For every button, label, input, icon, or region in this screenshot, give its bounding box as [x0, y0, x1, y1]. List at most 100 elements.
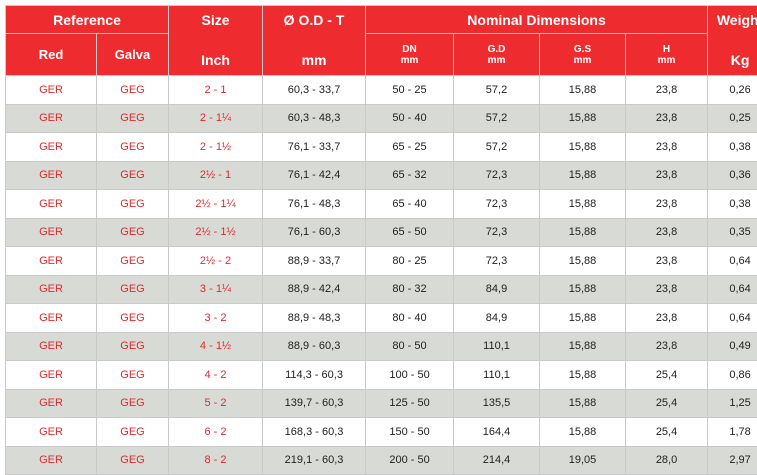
- size-inch-cell: 2½ - 1: [168, 160, 264, 190]
- h-cell: 23,8: [625, 160, 709, 190]
- header-gd: G.D mm: [453, 33, 541, 76]
- size-inch-cell: 2 - 1½: [168, 132, 264, 162]
- weight-cell: 0,64: [707, 303, 757, 333]
- ref-galva-cell: GEG: [95, 274, 170, 304]
- weight-cell: 0,26: [707, 75, 757, 105]
- gs-cell: 15,88: [539, 388, 627, 418]
- header-size: Size Inch: [168, 5, 264, 76]
- header-galva: Galva: [95, 33, 170, 76]
- ref-galva-cell: GEG: [95, 360, 170, 390]
- h-cell: 23,8: [625, 274, 709, 304]
- h-cell: 23,8: [625, 132, 709, 162]
- table-row: GER GEG 2 - 1½ 76,1 - 33,7 65 - 25 57,2 15,88 2…: [5, 132, 757, 162]
- od-t-cell: 76,1 - 42,4: [262, 160, 367, 190]
- size-inch-cell: 3 - 2: [168, 303, 264, 333]
- ref-galva-cell: GEG: [95, 217, 170, 247]
- ref-galva-cell: GEG: [95, 189, 170, 219]
- header-gs-unit: mm: [573, 54, 592, 66]
- ref-galva-cell: GEG: [95, 103, 170, 133]
- ref-galva-cell: GEG: [95, 331, 170, 361]
- table-row: GER GEG 3 - 2 88,9 - 48,3 80 - 40 84,9 15,88 23…: [5, 303, 757, 333]
- gs-cell: 15,88: [539, 132, 627, 162]
- gd-cell: 72,3: [453, 246, 541, 276]
- ref-red-cell: GER: [5, 417, 97, 447]
- header-size-label: Size: [201, 12, 230, 28]
- size-inch-cell: 2½ - 1¼: [168, 189, 264, 219]
- dn-cell: 80 - 32: [365, 274, 455, 304]
- table-row: GER GEG 2½ - 1 76,1 - 42,4 65 - 32 72,3 15,88 2…: [5, 160, 757, 190]
- weight-cell: 0,36: [707, 160, 757, 190]
- header-h-unit: mm: [657, 54, 676, 66]
- table-row: GER GEG 3 - 1¼ 88,9 - 42,4 80 - 32 84,9 15,88 2…: [5, 274, 757, 304]
- weight-cell: 2,97: [707, 445, 757, 475]
- dn-cell: 100 - 50: [365, 360, 455, 390]
- size-inch-cell: 8 - 2: [168, 445, 264, 475]
- size-inch-cell: 4 - 1½: [168, 331, 264, 361]
- gd-cell: 135,5: [453, 388, 541, 418]
- gd-cell: 72,3: [453, 217, 541, 247]
- dn-cell: 65 - 50: [365, 217, 455, 247]
- gd-cell: 57,2: [453, 103, 541, 133]
- size-inch-cell: 2 - 1¼: [168, 103, 264, 133]
- header-od-t: Ø O.D - T mm: [262, 5, 367, 76]
- header-reference: Reference: [4, 5, 170, 34]
- weight-cell: 0,64: [707, 246, 757, 276]
- size-inch-cell: 3 - 1¼: [168, 274, 264, 304]
- weight-cell: 0,35: [707, 217, 757, 247]
- h-cell: 23,8: [625, 246, 709, 276]
- ref-red-cell: GER: [5, 103, 97, 133]
- gs-cell: 19,05: [539, 445, 627, 475]
- od-t-cell: 168,3 - 60,3: [262, 417, 367, 447]
- header-h: H mm: [625, 33, 709, 76]
- gs-cell: 15,88: [539, 303, 627, 333]
- table-header: Reference Size Inch Ø O.D - T mm Nominal…: [4, 5, 757, 76]
- weight-cell: 0,38: [707, 132, 757, 162]
- ref-galva-cell: GEG: [95, 160, 170, 190]
- header-red: Red: [5, 33, 97, 76]
- ref-red-cell: GER: [5, 388, 97, 418]
- dn-cell: 50 - 40: [365, 103, 455, 133]
- header-dn-label: DN: [402, 43, 417, 55]
- table-row: GER GEG 8 - 2 219,1 - 60,3 200 - 50 214,4 19,0…: [5, 445, 757, 475]
- gd-cell: 84,9: [453, 274, 541, 304]
- header-weight-label: Weight: [716, 12, 757, 28]
- header-weight: Weight Kg: [707, 5, 757, 76]
- dn-cell: 50 - 25: [365, 75, 455, 105]
- gs-cell: 15,88: [539, 160, 627, 190]
- od-t-cell: 219,1 - 60,3: [262, 445, 367, 475]
- gs-cell: 15,88: [539, 360, 627, 390]
- table-row: GER GEG 2½ - 2 88,9 - 33,7 80 - 25 72,3 15,88 2…: [5, 246, 757, 276]
- h-cell: 23,8: [625, 303, 709, 333]
- size-inch-cell: 2½ - 1½: [168, 217, 264, 247]
- weight-cell: 0,86: [707, 360, 757, 390]
- table-row: GER GEG 2 - 1 60,3 - 33,7 50 - 25 57,2 15,88 23…: [5, 75, 757, 105]
- gd-cell: 110,1: [453, 360, 541, 390]
- ref-red-cell: GER: [5, 360, 97, 390]
- weight-cell: 1,25: [707, 388, 757, 418]
- weight-cell: 1,78: [707, 417, 757, 447]
- gs-cell: 15,88: [539, 189, 627, 219]
- dn-cell: 65 - 32: [365, 160, 455, 190]
- h-cell: 25,4: [625, 360, 709, 390]
- od-t-cell: 88,9 - 60,3: [262, 331, 367, 361]
- ref-galva-cell: GEG: [95, 75, 170, 105]
- table-body: GER GEG 2 - 1 60,3 - 33,7 50 - 25 57,2 15,88 23…: [5, 75, 757, 475]
- dn-cell: 150 - 50: [365, 417, 455, 447]
- weight-cell: 0,25: [707, 103, 757, 133]
- ref-galva-cell: GEG: [95, 246, 170, 276]
- header-od-t-label: Ø O.D - T: [283, 12, 345, 28]
- h-cell: 25,4: [625, 388, 709, 418]
- ref-galva-cell: GEG: [95, 132, 170, 162]
- table-row: GER GEG 5 - 2 139,7 - 60,3 125 - 50 135,5 15,8…: [5, 388, 757, 418]
- dimensions-table: Reference Size Inch Ø O.D - T mm Nominal…: [4, 5, 757, 475]
- ref-red-cell: GER: [5, 132, 97, 162]
- ref-red-cell: GER: [5, 75, 97, 105]
- gd-cell: 110,1: [453, 331, 541, 361]
- h-cell: 23,8: [625, 103, 709, 133]
- header-weight-unit: Kg: [730, 52, 750, 68]
- h-cell: 28,0: [625, 445, 709, 475]
- size-inch-cell: 5 - 2: [168, 388, 264, 418]
- h-cell: 23,8: [625, 331, 709, 361]
- od-t-cell: 76,1 - 60,3: [262, 217, 367, 247]
